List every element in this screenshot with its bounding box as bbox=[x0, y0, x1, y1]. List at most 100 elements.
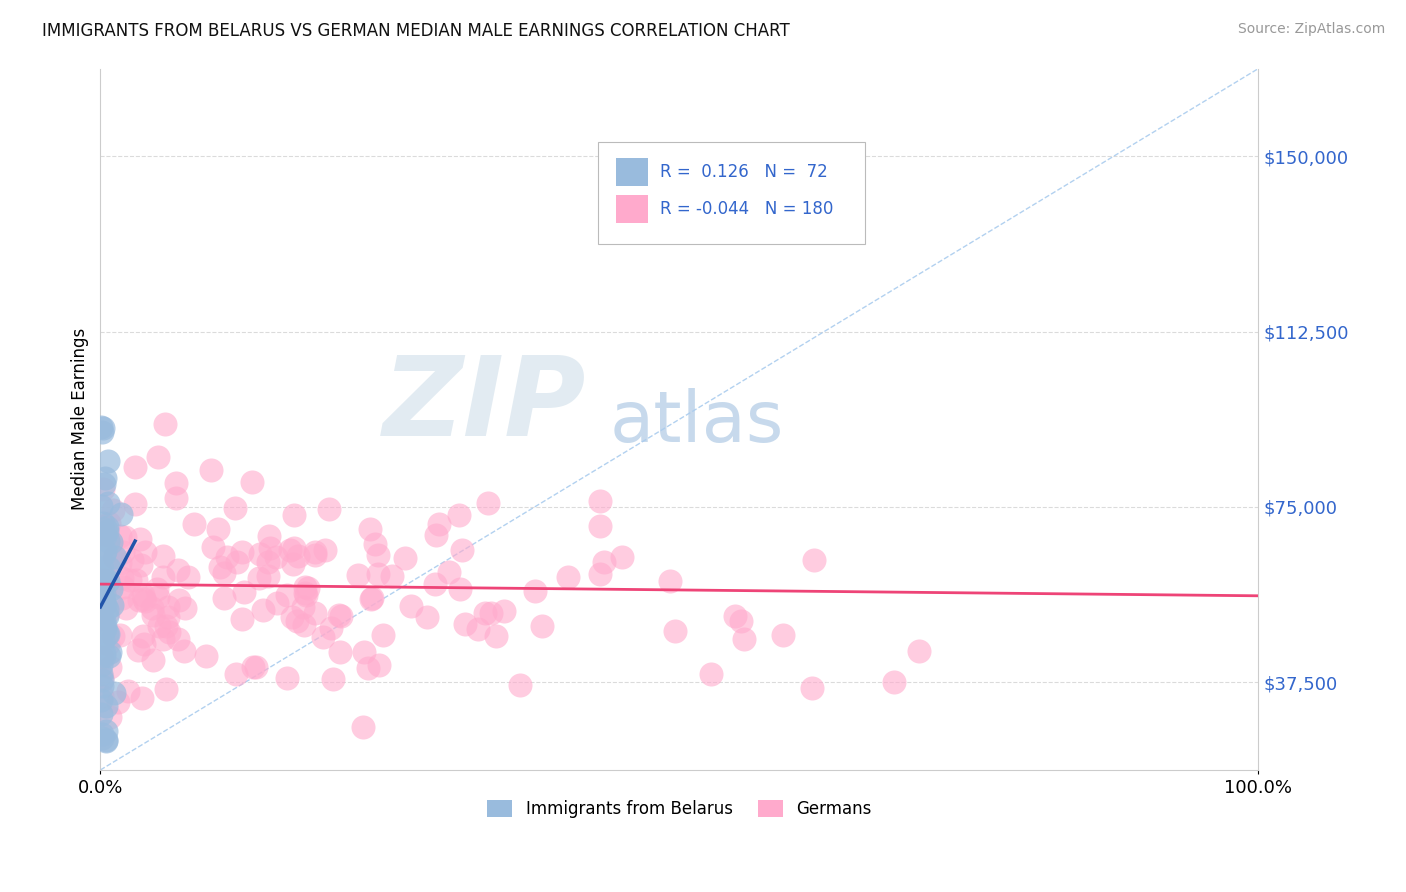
Point bbox=[367, 567, 389, 582]
Point bbox=[108, 529, 131, 543]
Point bbox=[883, 674, 905, 689]
Point bbox=[451, 543, 474, 558]
Point bbox=[91, 576, 114, 591]
Point bbox=[94, 543, 117, 558]
Point bbox=[90, 608, 112, 623]
Point bbox=[107, 695, 129, 709]
Point bbox=[437, 565, 460, 579]
Point bbox=[90, 618, 112, 632]
Point bbox=[589, 567, 612, 582]
Point bbox=[329, 645, 352, 659]
Point bbox=[252, 603, 274, 617]
Point bbox=[304, 545, 326, 559]
Point bbox=[155, 618, 177, 632]
Point bbox=[114, 530, 136, 544]
Point bbox=[266, 597, 288, 611]
Point bbox=[427, 516, 450, 531]
Point bbox=[90, 615, 112, 630]
Point bbox=[359, 522, 381, 536]
Point bbox=[93, 477, 115, 491]
Point bbox=[93, 597, 115, 611]
Point bbox=[94, 597, 117, 611]
Point bbox=[318, 502, 340, 516]
Point bbox=[256, 568, 278, 582]
Point bbox=[155, 681, 177, 696]
Point bbox=[357, 661, 380, 675]
Point bbox=[328, 607, 350, 622]
Point bbox=[125, 573, 148, 587]
Point bbox=[152, 632, 174, 646]
Point bbox=[91, 680, 114, 694]
Point bbox=[240, 475, 263, 490]
Point bbox=[96, 524, 118, 538]
Point bbox=[94, 573, 117, 587]
Point bbox=[110, 628, 132, 642]
Point bbox=[416, 610, 439, 624]
Point bbox=[91, 731, 114, 745]
Point bbox=[312, 630, 335, 644]
Point bbox=[98, 709, 121, 723]
Text: IMMIGRANTS FROM BELARUS VS GERMAN MEDIAN MALE EARNINGS CORRELATION CHART: IMMIGRANTS FROM BELARUS VS GERMAN MEDIAN… bbox=[42, 22, 790, 40]
Point bbox=[530, 619, 553, 633]
Point bbox=[283, 541, 305, 555]
Point bbox=[153, 417, 176, 432]
Point bbox=[156, 600, 179, 615]
Point bbox=[91, 573, 114, 587]
Point bbox=[90, 671, 112, 685]
Point bbox=[156, 610, 179, 624]
Point bbox=[226, 555, 249, 569]
Point bbox=[93, 471, 115, 485]
Point bbox=[91, 420, 114, 434]
Point bbox=[128, 532, 150, 546]
Point bbox=[103, 549, 125, 564]
Point bbox=[91, 624, 114, 639]
Point bbox=[610, 549, 633, 564]
Point bbox=[173, 644, 195, 658]
Point bbox=[474, 607, 496, 621]
Point bbox=[96, 520, 118, 534]
Point bbox=[90, 519, 112, 533]
Point bbox=[91, 516, 114, 530]
Point bbox=[90, 666, 112, 681]
Point bbox=[287, 549, 309, 563]
Point bbox=[209, 560, 232, 574]
Point bbox=[103, 550, 125, 565]
Point bbox=[276, 671, 298, 685]
Point bbox=[90, 612, 112, 626]
Point bbox=[492, 604, 515, 618]
Point bbox=[283, 508, 305, 523]
Point bbox=[94, 733, 117, 747]
Point bbox=[352, 720, 374, 734]
Point bbox=[103, 686, 125, 700]
Point bbox=[96, 723, 118, 738]
Point bbox=[131, 690, 153, 705]
Point bbox=[90, 561, 112, 575]
Point bbox=[242, 659, 264, 673]
Point bbox=[177, 570, 200, 584]
Point bbox=[304, 548, 326, 562]
Point bbox=[117, 684, 139, 698]
Point bbox=[730, 614, 752, 628]
Text: R = -0.044   N = 180: R = -0.044 N = 180 bbox=[659, 200, 834, 218]
Text: Source: ZipAtlas.com: Source: ZipAtlas.com bbox=[1237, 22, 1385, 37]
Point bbox=[90, 583, 112, 598]
Point bbox=[589, 518, 612, 533]
Point bbox=[658, 574, 681, 588]
Point bbox=[297, 582, 319, 596]
Point bbox=[292, 618, 315, 632]
Point bbox=[174, 601, 197, 615]
Point bbox=[509, 678, 531, 692]
Point bbox=[131, 588, 153, 602]
Point bbox=[201, 540, 224, 554]
Point bbox=[97, 574, 120, 589]
Point bbox=[93, 649, 115, 664]
Point bbox=[134, 594, 156, 608]
Point bbox=[214, 566, 236, 581]
Point bbox=[94, 582, 117, 596]
Point bbox=[368, 657, 391, 672]
Point bbox=[363, 537, 385, 551]
Bar bbox=[616, 158, 648, 186]
Bar bbox=[616, 194, 648, 223]
Point bbox=[96, 527, 118, 541]
Point bbox=[259, 541, 281, 555]
